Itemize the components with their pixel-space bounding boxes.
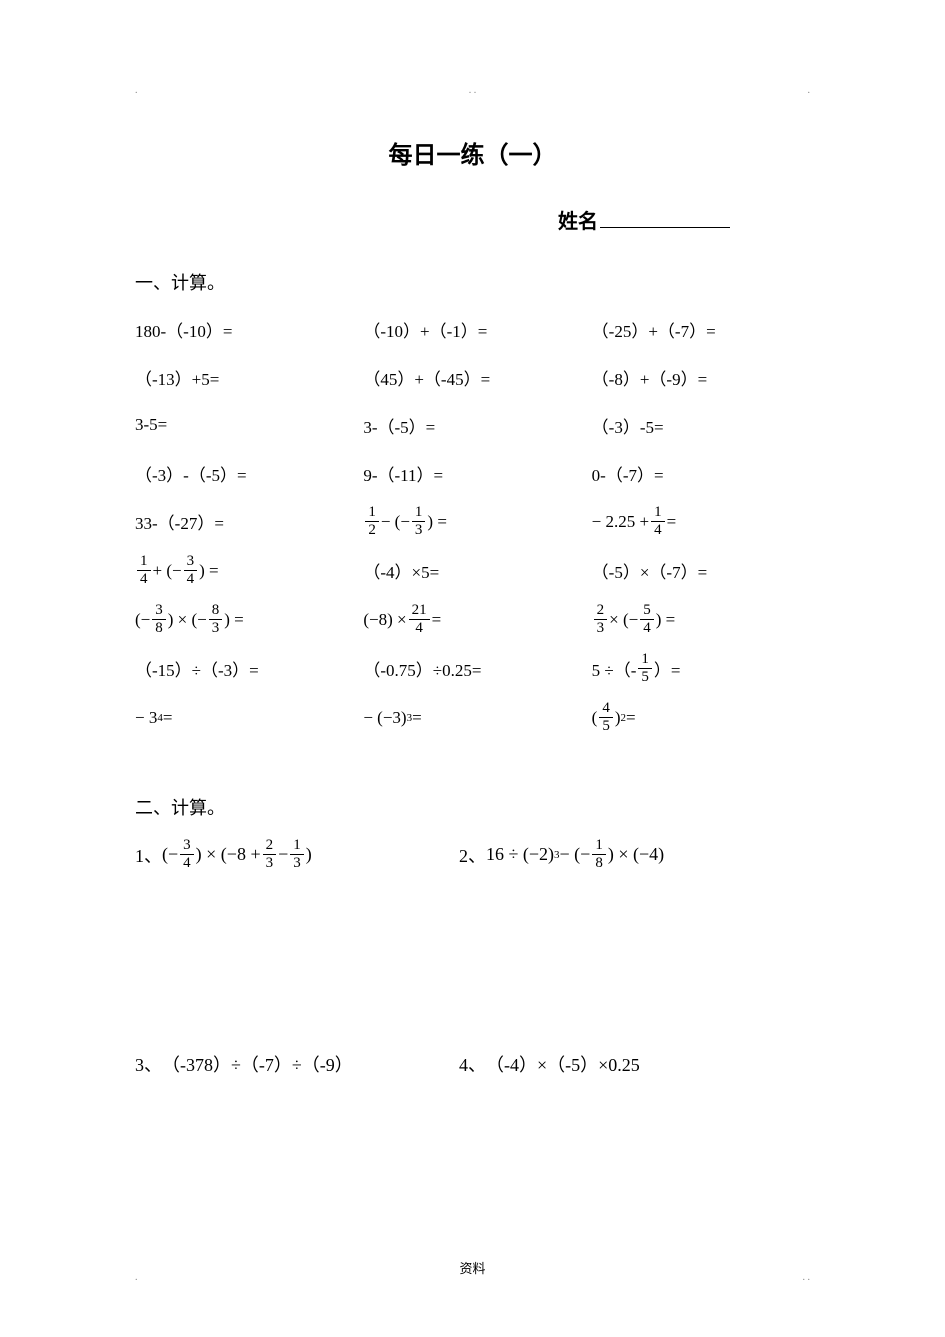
problem-cell: 9-（-11）= bbox=[363, 457, 581, 489]
problem-cell: 0-（-7）= bbox=[592, 457, 810, 489]
problem-cell: − (−3)3 = bbox=[363, 701, 581, 734]
dot-right: . bbox=[808, 85, 811, 96]
footer-dots: . . . bbox=[135, 1272, 810, 1283]
section1-grid: 180-（-10）= （-10）+（-1）= （-25）+（-7）= （-13）… bbox=[135, 313, 810, 734]
dot-left: . bbox=[135, 85, 138, 96]
name-label: 姓名 bbox=[558, 211, 598, 233]
footer-dot-left: . bbox=[135, 1272, 138, 1283]
name-underline bbox=[600, 227, 730, 228]
problem-cell: （-13）+5= bbox=[135, 361, 353, 393]
problem-cell: （-4）×5= bbox=[363, 554, 581, 587]
problem-cell: （-3）-5= bbox=[592, 409, 810, 441]
problem-4: 4、（-4）×（-5）×0.25 bbox=[459, 1051, 640, 1077]
problem-cell: 33-（-27）= bbox=[135, 505, 353, 538]
problem-cell: ( 45 )2 = bbox=[592, 701, 810, 734]
section2-heading: 二、计算。 bbox=[135, 794, 810, 820]
section1-heading: 一、计算。 bbox=[135, 269, 810, 295]
problem-3: 3、（-378）÷（-7）÷（-9） bbox=[135, 1051, 459, 1077]
problem-cell: 5 ÷（- 15 ）= bbox=[592, 652, 810, 685]
problem-cell: (−8) × 214 = bbox=[363, 603, 581, 636]
problem-cell: − 2.25 + 14 = bbox=[592, 505, 810, 538]
name-field: 姓名 bbox=[135, 205, 810, 234]
problem-cell: （45）+（-45）= bbox=[363, 361, 581, 393]
problem-cell: − 34 = bbox=[135, 701, 353, 734]
footer-dot-right: . . bbox=[803, 1272, 811, 1283]
problem-cell: （-25）+（-7）= bbox=[592, 313, 810, 345]
problem-cell: （-5）×（-7）= bbox=[592, 554, 810, 587]
problem-cell: （-3）-（-5）= bbox=[135, 457, 353, 489]
problem-cell: 3-（-5）= bbox=[363, 409, 581, 441]
section2-row1: 1、 (− 34 ) × (−8 + 23 − 13 ) 2、 16 ÷ (−2… bbox=[135, 838, 810, 871]
problem-cell: （-10）+（-1）= bbox=[363, 313, 581, 345]
problem-cell: （-15）÷（-3）= bbox=[135, 652, 353, 685]
problem-cell: 23 × (− 54 ) = bbox=[592, 603, 810, 636]
section2-row2: 3、（-378）÷（-7）÷（-9） 4、（-4）×（-5）×0.25 bbox=[135, 1051, 810, 1077]
problem-1: 1、 (− 34 ) × (−8 + 23 − 13 ) bbox=[135, 838, 459, 871]
dot-mid: . . bbox=[469, 85, 477, 96]
problem-cell: 12 − (− 13 ) = bbox=[363, 505, 581, 538]
problem-cell: （-8）+（-9）= bbox=[592, 361, 810, 393]
header-dots: . . . . bbox=[135, 85, 810, 96]
section2: 二、计算。 1、 (− 34 ) × (−8 + 23 − 13 ) 2、 16… bbox=[135, 794, 810, 1077]
problem-cell: 14 + (− 34 ) = bbox=[135, 554, 353, 587]
problem-2: 2、 16 ÷ (−2)3 − (− 18 ) × (−4) bbox=[459, 838, 664, 871]
problem-cell: 3-5= bbox=[135, 409, 353, 441]
problem-cell: （-0.75）÷0.25= bbox=[363, 652, 581, 685]
page-title: 每日一练（一） bbox=[135, 135, 810, 170]
problem-cell: 180-（-10）= bbox=[135, 313, 353, 345]
problem-cell: (− 38 ) × (− 83 ) = bbox=[135, 603, 353, 636]
